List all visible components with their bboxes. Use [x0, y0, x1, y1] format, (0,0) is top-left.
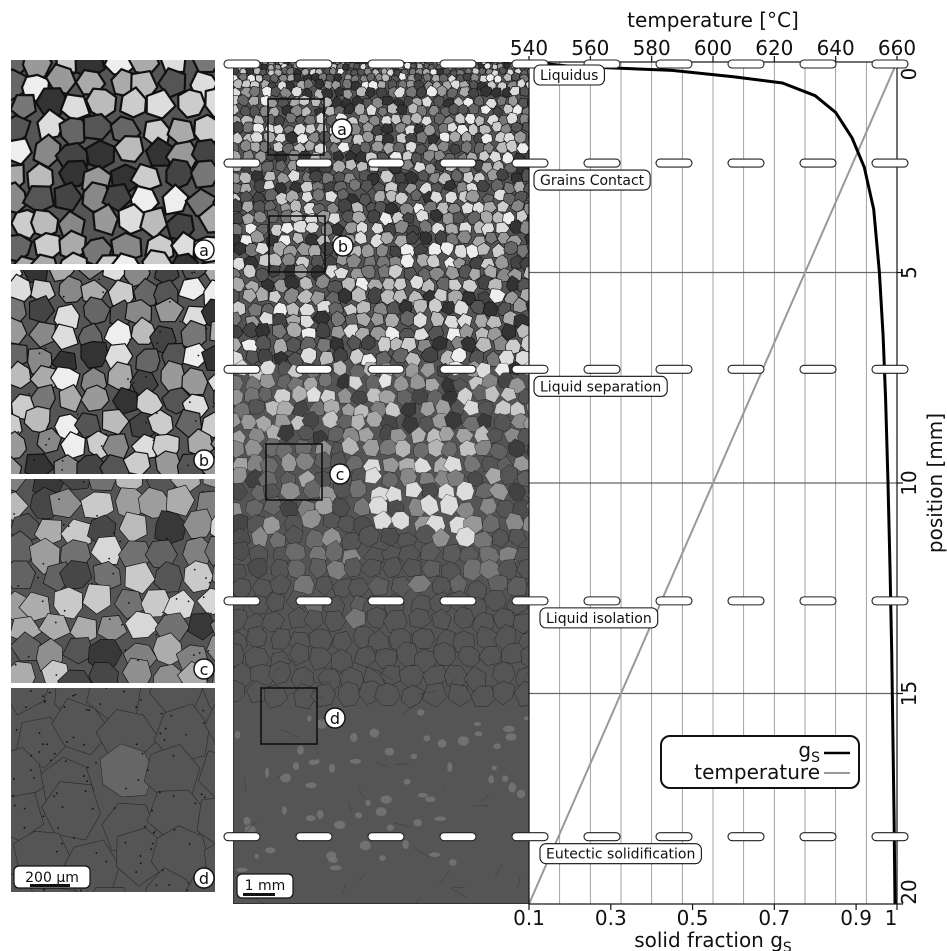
bottom-axis-tick-label: 0.7 [758, 906, 790, 930]
top-axis-tick-label: 640 [817, 36, 855, 60]
sample-region-d: d [260, 687, 346, 745]
right-axis-tick-label: 5 [897, 266, 921, 279]
sample-region-label: c [336, 465, 345, 484]
top-axis-tick-label: 620 [755, 36, 793, 60]
microstructure-column [233, 62, 529, 904]
sample-region-label: b [338, 237, 348, 256]
legend-box [660, 735, 860, 789]
panel-label-c: c [193, 658, 215, 680]
micrograph-panel-b [11, 270, 215, 474]
phase-label: Liquid isolation [546, 611, 652, 627]
svg-text:c: c [200, 660, 209, 679]
top-axis-tick-label: 560 [571, 36, 609, 60]
phase-label: Liquid separation [540, 379, 661, 395]
phase-marker: Liquid separation [223, 364, 909, 397]
top-axis-tick-label: 540 [510, 36, 548, 60]
left-scale-bar-label: 200 µm [25, 870, 79, 886]
position-axis: 0 5 10 15 20 [897, 61, 921, 905]
bottom-axis-tick-label: 0.9 [840, 906, 872, 930]
bottom-axis-tick-label: 1 [885, 906, 898, 930]
phase-label: Eutectic solidification [546, 847, 695, 863]
micrograph-panels: a b c d [11, 60, 215, 892]
sample-region-b: b [268, 215, 354, 273]
right-axis-title: position [mm] [923, 413, 947, 553]
panel-label-d: d [193, 867, 215, 889]
micrograph-panel-a [11, 60, 215, 264]
top-axis-tick-label: 600 [694, 36, 732, 60]
svg-text:b: b [199, 451, 209, 470]
top-axis-tick-label: 660 [878, 36, 916, 60]
legend-entry-temperature: temperature [694, 760, 820, 784]
sample-region-label: d [330, 709, 340, 728]
top-axis-title: temperature [°C] [627, 8, 799, 32]
micrograph-panel-c [11, 479, 215, 683]
top-axis-tick-label: 580 [633, 36, 671, 60]
bottom-axis-title: solid fraction gS [634, 928, 792, 951]
right-axis-tick-label: 0 [897, 68, 921, 81]
sample-region-c: c [265, 443, 351, 501]
main-scale-bar: 1 mm [236, 873, 294, 899]
bottom-axis-tick-label: 0.3 [595, 906, 627, 930]
svg-text:a: a [199, 241, 209, 260]
series-solid-fraction [529, 62, 897, 904]
right-axis-tick-label: 10 [897, 470, 921, 495]
phase-markers: Liquidus Grains Contact Liquid separation L… [223, 59, 909, 865]
right-axis-tick-label: 20 [897, 879, 921, 904]
phase-label: Liquidus [540, 68, 598, 84]
legend: gS temperature [660, 735, 860, 789]
temperature-axis: 540 560 580 600 620 640 660 [510, 36, 916, 62]
left-scale-bar: 200 µm [13, 865, 91, 889]
bottom-axis-tick-label: 0.1 [513, 906, 545, 930]
micrograph-panel-d [11, 688, 215, 892]
svg-text:d: d [199, 869, 209, 888]
phase-label: Grains Contact [540, 173, 645, 189]
panel-label-b: b [193, 449, 215, 471]
sample-region-a: a [267, 98, 353, 156]
phase-marker: Liquidus [223, 59, 909, 86]
sample-region-label: a [337, 120, 347, 139]
right-axis-tick-label: 15 [897, 681, 921, 706]
main-scale-bar-label: 1 mm [245, 878, 286, 894]
solid-fraction-axis: 0.1 0.3 0.5 0.7 0.9 1 [513, 904, 898, 930]
phase-marker: Eutectic solidification [223, 832, 909, 865]
data-series [529, 62, 897, 904]
bottom-axis-tick-label: 0.5 [677, 906, 709, 930]
legend-entry-gs: gS [798, 738, 820, 766]
panel-label-a: a [193, 239, 215, 261]
phase-marker: Grains Contact [223, 158, 909, 191]
phase-marker: Liquid isolation [223, 596, 909, 629]
series-temperature [529, 62, 897, 904]
